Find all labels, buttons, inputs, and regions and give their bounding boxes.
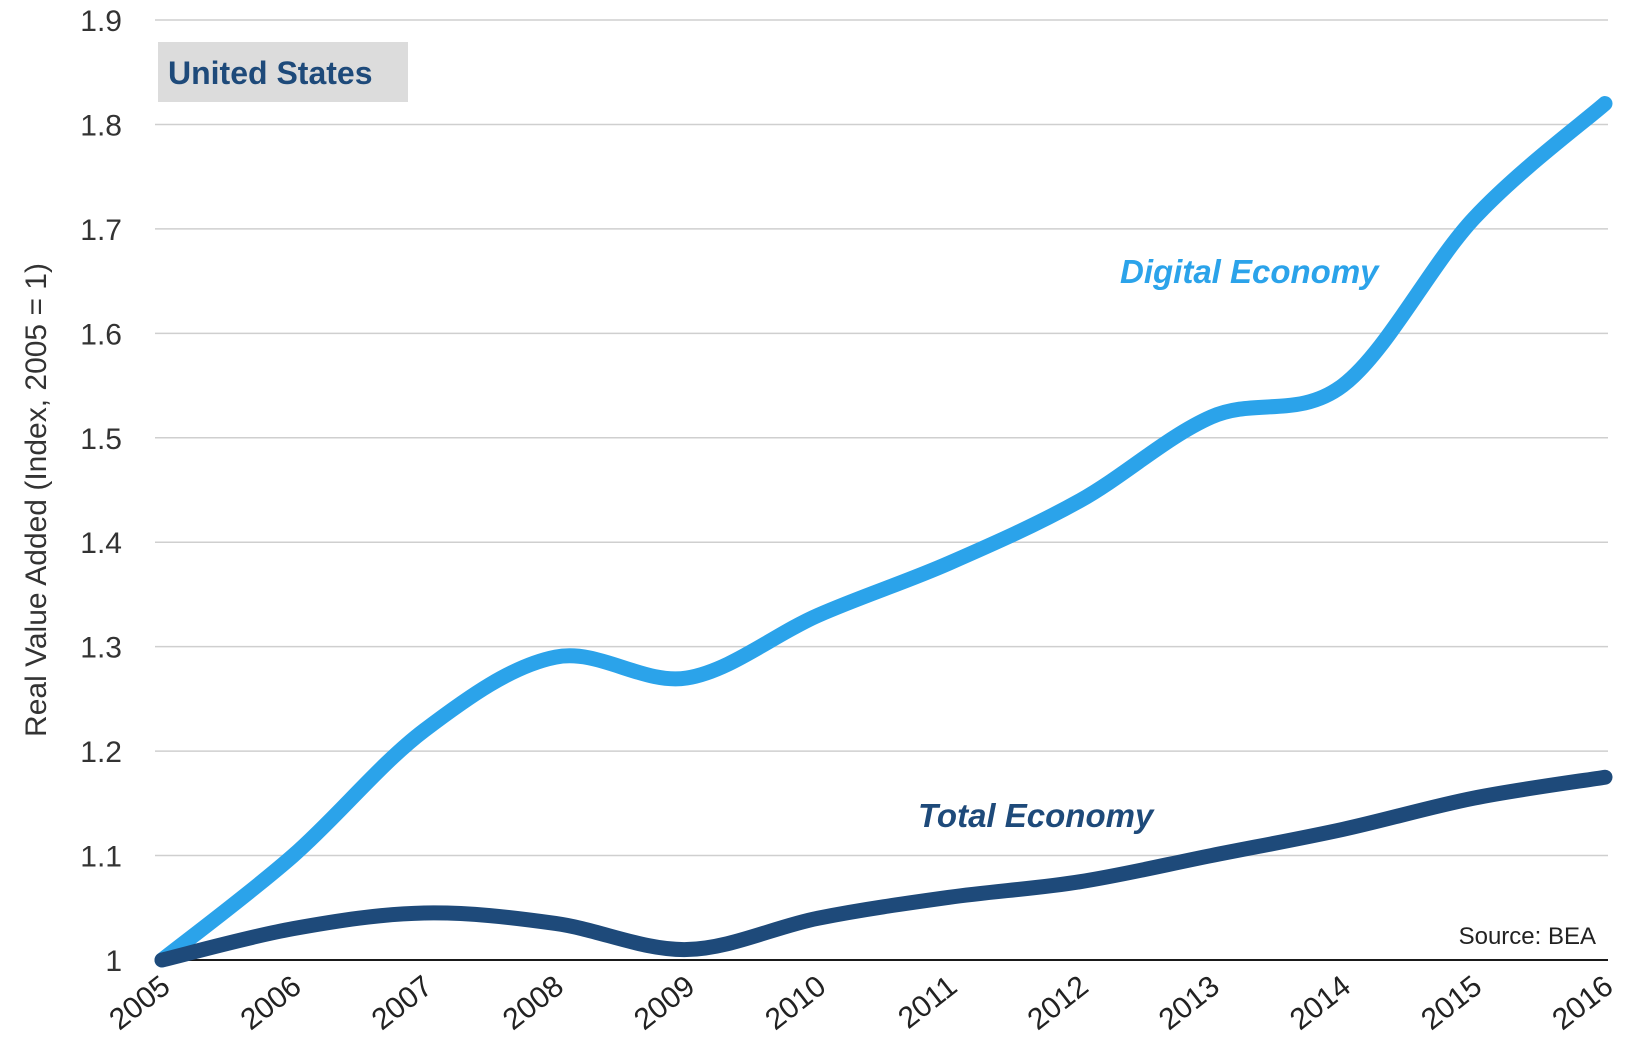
y-tick-label: 1.2 (80, 736, 122, 769)
chart-title: United States (168, 55, 372, 91)
x-tick-label: 2010 (759, 970, 832, 1037)
y-tick-label: 1.4 (80, 527, 122, 560)
x-tick-label: 2008 (497, 970, 570, 1037)
x-tick-label: 2006 (235, 970, 308, 1037)
x-tick-label: 2007 (366, 970, 439, 1037)
y-tick-label: 1.3 (80, 632, 122, 665)
y-tick-label: 1.7 (80, 214, 122, 247)
series-label-digital-economy: Digital Economy (1120, 253, 1380, 290)
x-tick-label: 2011 (892, 970, 963, 1036)
y-tick-label: 1.5 (80, 423, 122, 456)
x-axis-ticks: 2005 2006 2007 2008 2009 2010 2011 2012 2013 2014… (103, 970, 1619, 1037)
y-tick-label: 1.6 (80, 318, 122, 351)
x-tick-label: 2014 (1284, 970, 1357, 1037)
x-tick-label: 2015 (1415, 970, 1488, 1037)
x-tick-label: 2009 (628, 970, 701, 1037)
series-line-digital-economy (154, 96, 1613, 968)
x-tick-label: 2013 (1153, 970, 1226, 1037)
x-tick-label: 2005 (103, 970, 176, 1037)
y-axis-label: Real Value Added (Index, 2005 = 1) (20, 263, 53, 737)
x-tick-label: 2016 (1546, 970, 1619, 1037)
series-lines (154, 96, 1613, 968)
y-tick-label: 1.9 (80, 5, 122, 38)
series-label-total-economy: Total Economy (918, 797, 1155, 834)
y-tick-label: 1.8 (80, 109, 122, 142)
title-background (158, 42, 408, 102)
y-axis-ticks: 1 1.1 1.2 1.3 1.4 1.5 1.6 1.7 1.8 1.9 (80, 5, 122, 978)
y-tick-label: 1 (105, 945, 122, 978)
source-note: Source: BEA (1459, 923, 1596, 950)
series-line-total-economy (154, 769, 1613, 968)
x-tick-label: 2012 (1022, 970, 1095, 1037)
chart-title-badge: United States (158, 42, 408, 102)
y-tick-label: 1.1 (80, 841, 122, 874)
